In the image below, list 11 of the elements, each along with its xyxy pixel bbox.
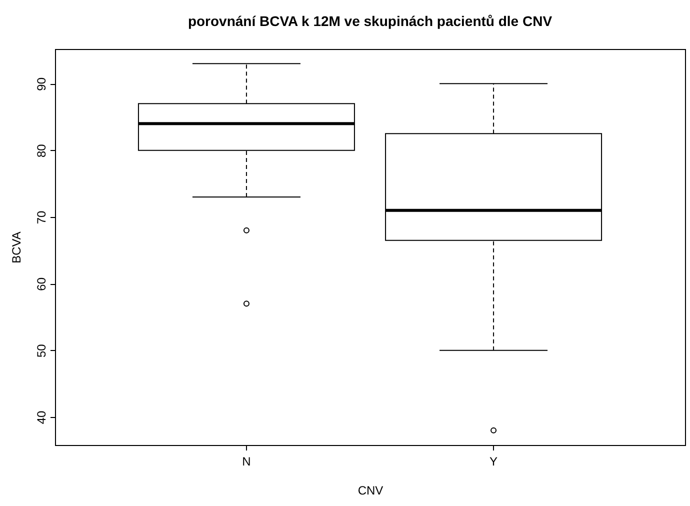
y-tick-label: 90 bbox=[34, 77, 48, 91]
y-axis-title: BCVA bbox=[10, 232, 24, 264]
y-tick-label: 70 bbox=[34, 210, 48, 224]
y-tick-label: 80 bbox=[34, 144, 48, 158]
x-axis-title: CNV bbox=[358, 484, 384, 498]
x-tick-label: N bbox=[242, 454, 251, 468]
y-tick-label: 50 bbox=[34, 344, 48, 358]
y-tick-label: 40 bbox=[34, 410, 48, 424]
x-tick-label: Y bbox=[490, 454, 498, 468]
y-tick-label: 60 bbox=[34, 277, 48, 291]
chart-title: porovnání BCVA k 12M ve skupinách pacientů dle CNV bbox=[188, 13, 553, 29]
